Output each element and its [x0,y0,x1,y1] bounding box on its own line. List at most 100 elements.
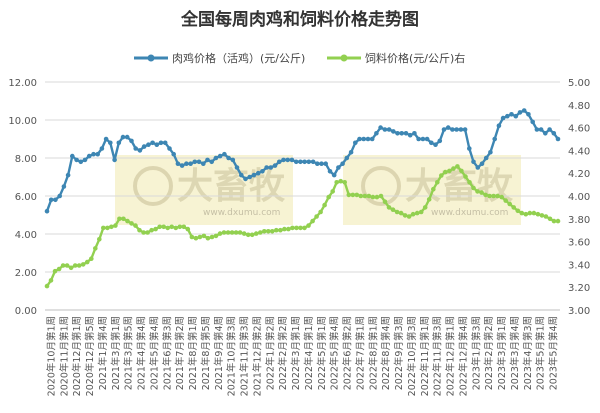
data-point [99,146,105,151]
data-point [340,161,345,166]
data-point [491,193,496,199]
data-point [141,230,146,235]
y-axis-right: 3.00 3.20 3.40 3.60 3.80 4.00 4.20 4.40 4.60 4.80… [568,78,590,317]
data-point [395,131,400,136]
data-point [517,110,523,115]
data-point [213,233,219,239]
data-point [346,192,352,198]
x-tick-label: 2022年12月第1周 [445,316,457,396]
data-point [44,208,50,214]
watermark-url: www.dxumu.com [431,208,508,218]
data-point [526,112,531,117]
data-point [52,268,58,274]
data-point [302,225,307,231]
data-point [403,131,409,136]
data-point [249,232,255,238]
x-tick-label: 2021年9月第4周 [213,316,225,390]
legend-item-feed: 饲料价格(元/公斤)右 [327,51,465,65]
legend-item-chicken: 肉鸡价格（活鸡）(元/公斤) [134,51,305,65]
x-tick-label: 2023年3月第1周 [496,316,508,390]
data-point [365,136,371,142]
data-point [435,180,440,185]
data-point [179,163,185,168]
data-point [500,115,506,121]
y-right-tick-label: 4.60 [568,124,590,135]
data-point [105,225,110,231]
data-point [344,155,350,161]
data-point [539,213,545,218]
data-point [382,127,388,132]
data-point [80,262,86,267]
data-point [162,140,168,146]
legend: 肉鸡价格（活鸡）(元/公斤) 饲料价格(元/公斤)右 [134,51,465,65]
data-point [113,223,118,228]
x-tick-label: 2022年7月第1周 [354,316,366,390]
data-point [167,146,172,151]
data-point [82,157,88,163]
data-point [192,159,198,165]
data-point [410,211,416,217]
data-point [222,151,227,157]
data-point [521,108,527,113]
data-point [272,163,278,168]
data-point [378,193,384,199]
x-tick-label: 2022年11月第1周 [419,316,431,396]
data-point [374,131,379,136]
data-point [270,229,275,234]
data-point [314,214,319,219]
x-tick-label: 2023年3月第4周 [509,316,521,390]
data-point [72,263,78,268]
data-point [205,157,210,163]
data-point [509,112,514,117]
legend-label-chicken: 肉鸡价格（活鸡）(元/公斤) [172,51,305,65]
y-right-tick-label: 3.40 [568,260,590,271]
data-point [237,230,243,235]
data-point [527,210,533,216]
data-point [120,134,126,140]
y-left-tick-label: 2.00 [15,268,37,279]
data-point [455,164,460,169]
x-tick-label: 2023年5月第1周 [535,316,547,390]
data-point [519,210,525,216]
data-point [503,198,509,203]
series-layer [44,108,561,289]
x-tick-label: 2022年1月第2周 [264,316,276,390]
data-point [322,202,327,208]
data-point [274,227,279,233]
data-point [531,210,537,216]
data-point [266,229,271,234]
data-point [285,157,291,163]
data-point [44,283,50,289]
data-point [74,157,79,163]
data-point [511,205,516,210]
watermark-url: www.dxumu.com [203,208,280,218]
data-point [535,211,541,217]
data-point [171,151,176,157]
data-point [530,119,535,125]
data-point [262,229,267,234]
data-point [523,211,529,217]
x-tick-label: 2023年4月第3周 [522,316,534,390]
data-point [354,192,360,198]
data-point [133,223,138,228]
data-point [416,136,421,142]
data-point [133,146,138,151]
y-right-tick-label: 4.40 [568,146,590,157]
watermark-brand: 大畜牧 [405,166,514,207]
data-point [129,138,134,144]
data-point [57,193,62,199]
data-point [239,172,244,178]
data-point [68,265,74,271]
data-point [154,142,160,147]
data-point [496,123,502,128]
data-point [534,127,540,132]
data-point [217,153,223,159]
data-point [286,226,291,232]
data-point [454,127,459,132]
x-tick-label: 2021年7月第2周 [174,316,186,390]
watermark-panel [115,155,293,225]
data-point [169,224,174,230]
data-point [515,208,521,214]
